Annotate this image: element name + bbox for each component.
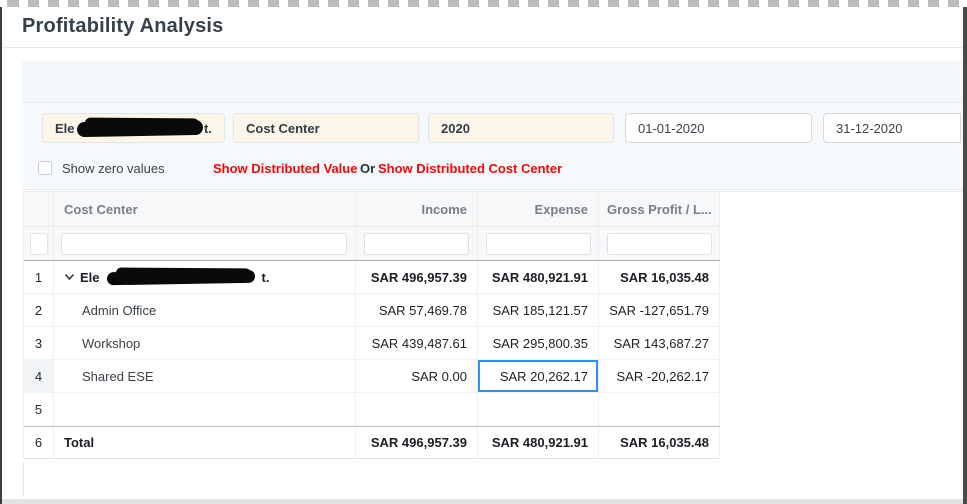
cost-center-cell[interactable] <box>54 393 356 425</box>
company-filter-suffix: t. <box>204 120 212 136</box>
fiscal-year-filter-field[interactable]: 2020 <box>428 113 614 143</box>
gross-profit-filter-input[interactable] <box>607 232 712 255</box>
row-number: 1 <box>24 261 54 293</box>
expense-cell[interactable]: SAR 480,921.91 <box>478 427 599 458</box>
table-row-shared-ese: 4 Shared ESE SAR 0.00 SAR 20,262.17 SAR … <box>24 360 720 393</box>
table-filter-row <box>24 227 720 261</box>
table-row-empty: 5 <box>24 393 720 426</box>
cost-center-cell[interactable]: Ele t. <box>54 261 356 293</box>
company-filter-field[interactable]: Ele t. <box>42 113 225 143</box>
cost-center-cell[interactable]: Admin Office <box>54 294 356 326</box>
income-cell[interactable]: SAR 57,469.78 <box>356 294 478 326</box>
cost-center-label-suffix: t. <box>261 269 270 285</box>
row-number: 2 <box>24 294 54 326</box>
row-number-filter-input[interactable] <box>29 232 48 255</box>
or-text: Or <box>360 161 376 176</box>
row-number: 5 <box>24 393 54 425</box>
gross-profit-cell[interactable] <box>599 393 720 425</box>
show-distributed-value-link[interactable]: Show Distributed Value <box>213 161 358 176</box>
cost-center-cell[interactable]: Shared ESE <box>54 360 356 392</box>
expense-cell-selected[interactable]: SAR 20,262.17 <box>478 360 599 392</box>
cost-center-filter-input[interactable] <box>61 232 347 255</box>
title-divider <box>2 47 963 48</box>
expense-filter-input[interactable] <box>486 232 591 255</box>
based-on-filter-field[interactable]: Cost Center <box>233 113 419 143</box>
to-date-filter-field[interactable]: 31-12-2020 <box>823 113 961 143</box>
expense-cell[interactable]: SAR 295,800.35 <box>478 327 599 359</box>
chevron-down-icon[interactable] <box>64 273 75 281</box>
row-number: 6 <box>24 427 54 458</box>
table-row-workshop: 3 Workshop SAR 439,487.61 SAR 295,800.35… <box>24 327 720 360</box>
income-cell[interactable]: SAR 496,957.39 <box>356 427 478 458</box>
window-right-border <box>963 7 967 504</box>
cost-center-label-prefix: Ele <box>80 269 100 285</box>
income-cell[interactable]: SAR 0.00 <box>356 360 478 392</box>
gross-profit-cell[interactable]: SAR 143,687.27 <box>599 327 720 359</box>
table-left-edge-extension <box>23 462 24 497</box>
show-zero-values-label: Show zero values <box>62 161 165 176</box>
gross-profit-cell[interactable]: SAR 16,035.48 <box>599 261 720 293</box>
row-number: 3 <box>24 327 54 359</box>
row-number: 4 <box>24 360 54 392</box>
window-dashed-border <box>2 0 963 7</box>
table-top-divider <box>22 191 963 192</box>
redaction-scribble <box>76 119 203 137</box>
cost-center-cell[interactable]: Workshop <box>54 327 356 359</box>
column-header-expense[interactable]: Expense <box>478 192 599 226</box>
redaction-scribble <box>106 269 255 285</box>
toolbar-band <box>22 61 963 103</box>
total-label-cell[interactable]: Total <box>54 427 356 458</box>
expense-cell[interactable] <box>478 393 599 425</box>
income-cell[interactable]: SAR 496,957.39 <box>356 261 478 293</box>
income-cell[interactable] <box>356 393 478 425</box>
expense-cell[interactable]: SAR 480,921.91 <box>478 261 599 293</box>
filter-section: Ele t. Cost Center 2020 01-01-2020 31-12-… <box>22 103 963 190</box>
window-left-border <box>0 7 2 504</box>
company-filter-prefix: Ele <box>55 120 75 136</box>
expense-cell[interactable]: SAR 185,121.57 <box>478 294 599 326</box>
gross-profit-cell[interactable]: SAR -127,651.79 <box>599 294 720 326</box>
show-distributed-cost-center-link[interactable]: Show Distributed Cost Center <box>378 161 563 176</box>
show-zero-values-checkbox[interactable] <box>38 161 52 175</box>
column-header-gross-profit[interactable]: Gross Profit / L... <box>599 192 720 226</box>
gross-profit-cell[interactable]: SAR -20,262.17 <box>599 360 720 392</box>
table-row-root-company: 1 Ele t. SAR 496,957.39 SAR 480,921.91 SA… <box>24 261 720 294</box>
page-title: Profitability Analysis <box>22 15 224 37</box>
table-header-row: Cost Center Income Expense Gross Profit … <box>24 192 720 227</box>
column-header-cost-center[interactable]: Cost Center <box>54 192 356 226</box>
report-table: Cost Center Income Expense Gross Profit … <box>23 192 720 459</box>
income-filter-input[interactable] <box>364 232 469 255</box>
table-row-total: 6 Total SAR 496,957.39 SAR 480,921.91 SA… <box>24 426 720 459</box>
from-date-filter-field[interactable]: 01-01-2020 <box>625 113 812 143</box>
window-bottom-border <box>2 499 963 504</box>
table-row-admin-office: 2 Admin Office SAR 57,469.78 SAR 185,121… <box>24 294 720 327</box>
gross-profit-cell[interactable]: SAR 16,035.48 <box>599 427 720 458</box>
income-cell[interactable]: SAR 439,487.61 <box>356 327 478 359</box>
row-number-header-cell <box>24 192 54 226</box>
column-header-income[interactable]: Income <box>356 192 478 226</box>
